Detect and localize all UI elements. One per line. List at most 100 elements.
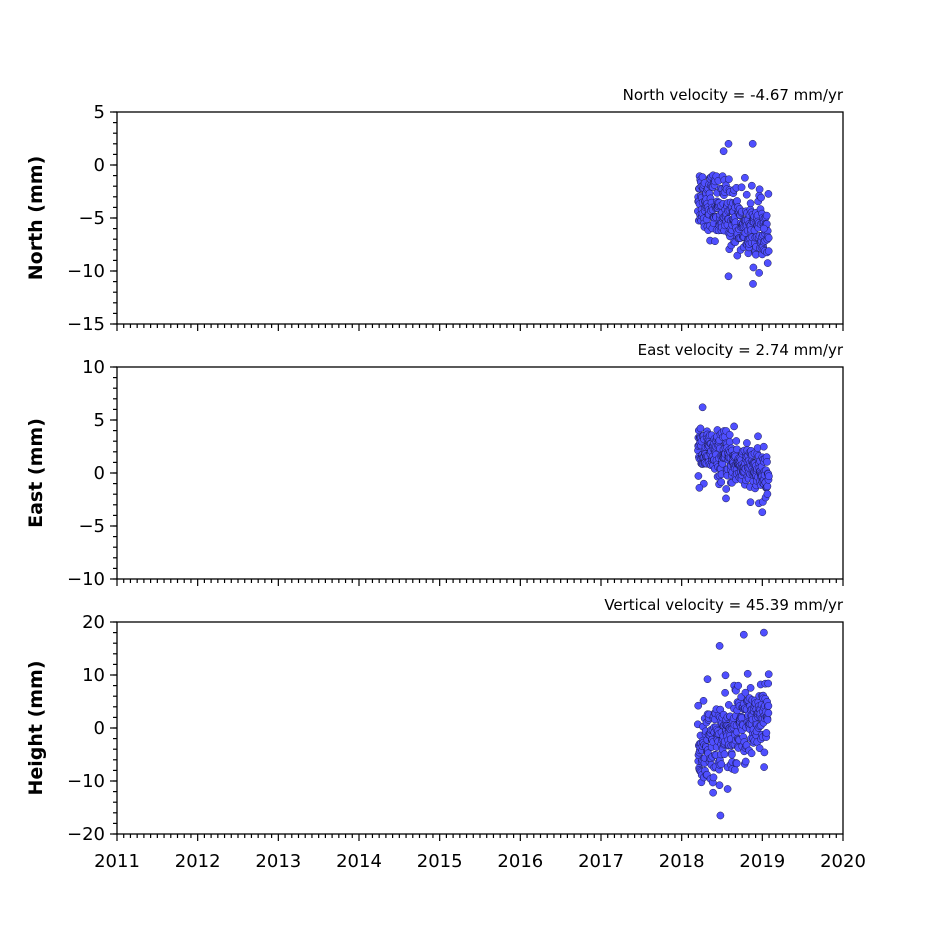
data-point [720,750,729,759]
x-tick-label: 2011 [94,851,140,872]
east-velocity-annotation: East velocity = 2.74 mm/yr [638,341,844,359]
data-point [763,490,772,498]
data-point [764,702,773,710]
data-point [755,185,764,194]
data-point [731,766,739,774]
data-point [754,432,762,441]
east-y-axis-label: East (mm) [25,418,47,528]
data-point [709,788,717,797]
x-tick-label: 2015 [417,851,463,872]
y-tick-label: 5 [94,410,105,431]
data-point [747,749,756,758]
data-point [733,251,742,260]
data-point [722,494,730,503]
height-panel: Vertical velocity = 45.39 mm/yr Height (… [25,596,844,845]
x-tick-label: 2013 [255,851,301,872]
data-point [757,193,765,202]
east-ticks: 10 5 0 −5 −10 [67,357,844,590]
x-tick-label: 2018 [659,851,705,872]
data-point [763,458,771,466]
north-y-axis-label: North (mm) [25,156,47,281]
data-point [760,763,768,771]
data-point [762,729,771,737]
east-panel: East velocity = 2.74 mm/yr East (mm) 10 5… [25,341,844,590]
y-tick-label: −5 [78,516,105,537]
data-point [748,139,757,148]
data-point [764,247,773,255]
north-data-points [694,139,773,288]
data-point [760,224,768,233]
east-plot-frame [116,366,844,580]
data-point [699,696,708,705]
data-point [695,483,704,492]
data-point [728,750,736,759]
data-point [747,181,756,190]
data-point [722,485,731,493]
y-tick-label: 10 [82,665,105,686]
data-point [764,234,773,242]
data-point [724,701,733,709]
data-point [732,759,741,768]
data-point [732,437,741,445]
y-tick-label: −15 [67,314,105,335]
height-ticks: 20 10 0 −10 −20 [67,612,844,845]
north-ticks: 5 0 −5 −10 −15 [67,102,844,335]
y-tick-label: −10 [67,771,105,792]
x-tick-label: 2012 [175,851,221,872]
data-point [696,424,705,433]
data-point [765,472,773,481]
y-tick-label: −20 [67,824,105,845]
y-tick-label: 10 [82,357,105,378]
y-tick-label: −5 [78,208,105,229]
data-point [724,139,733,148]
data-point [746,684,755,692]
y-tick-label: −10 [67,261,105,282]
y-tick-label: 5 [94,102,105,123]
data-point [723,785,732,793]
data-point [715,642,724,650]
north-panel: North velocity = -4.67 mm/yr North (mm) … [25,86,844,335]
x-tick-label: 2020 [820,851,866,872]
data-point [743,439,751,447]
data-point [709,773,718,782]
data-point [721,671,730,680]
y-tick-label: 0 [94,718,105,739]
y-tick-label: 0 [94,463,105,484]
data-point [749,280,757,288]
north-plot-frame [116,111,844,325]
x-axis-tick-labels: 2011 2012 2013 2014 2015 2016 2017 2018 2019 2020 [94,851,866,872]
data-point [719,147,728,156]
x-tick-label: 2016 [497,851,543,872]
x-tick-label: 2019 [739,851,785,872]
data-point [741,757,750,766]
data-point [694,472,703,480]
data-point [762,211,771,220]
data-point [694,701,703,710]
data-point [749,263,758,272]
data-point [741,173,749,182]
data-point [746,199,755,208]
east-data-points [694,403,773,517]
data-point [764,670,773,679]
data-point [730,422,738,431]
data-point [758,508,767,517]
data-point [711,237,719,246]
height-data-points [693,628,773,820]
data-point [763,482,772,491]
data-point [721,688,729,697]
y-tick-label: 20 [82,612,105,633]
data-point [741,688,750,697]
data-point [743,669,752,678]
data-point [764,190,773,198]
height-plot-frame [116,621,844,835]
y-tick-label: −10 [67,569,105,590]
data-point [760,628,768,637]
data-point [742,190,751,199]
data-point [725,175,733,184]
data-point [752,250,760,259]
data-point [734,681,743,690]
data-point [759,442,768,451]
data-point [724,272,733,281]
data-point [763,715,772,724]
